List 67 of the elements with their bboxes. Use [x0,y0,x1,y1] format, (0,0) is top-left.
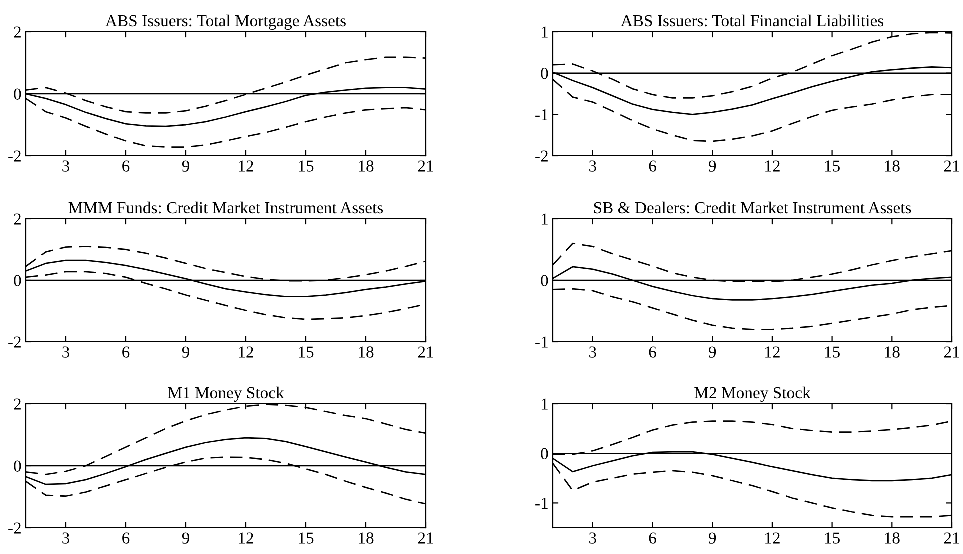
x-tick-label: 15 [299,532,314,544]
x-tick-label: 12 [239,346,254,358]
x-tick-label: 9 [708,160,716,172]
y-tick-label: -1 [536,336,548,348]
x-tick-label: 6 [649,532,656,544]
y-tick-label: -1 [536,109,548,120]
y-tick-label: -2 [8,522,21,534]
y-tick-label: 2 [14,214,21,225]
chart-title: ABS Issuers: Total Financial Liabilities [621,14,884,27]
y-tick-label: 0 [541,68,548,80]
x-tick-label: 12 [239,532,254,544]
x-tick-label: 18 [885,532,900,544]
x-tick-label: 9 [182,346,190,358]
y-tick-label: -2 [8,336,21,348]
x-tick-label: 6 [122,346,130,358]
chart-title: MMM Funds: Credit Market Instrument Assets [68,202,384,214]
x-tick-label: 6 [122,160,130,172]
y-tick-label: 0 [541,448,548,460]
x-tick-label: 18 [359,160,374,172]
y-tick-label: 1 [542,214,548,225]
x-tick-label: 12 [766,160,780,172]
x-tick-label: 3 [62,346,70,358]
x-tick-label: 21 [418,160,434,172]
chart-title: ABS Issuers: Total Mortgage Assets [106,14,346,30]
x-tick-label: 15 [299,160,314,172]
x-tick-label: 21 [944,160,960,172]
x-tick-label: 12 [239,160,254,172]
x-tick-label: 18 [359,532,374,544]
y-tick-label: -2 [8,150,21,162]
y-tick-label: -2 [536,150,548,162]
y-tick-label: 0 [14,88,22,100]
x-tick-label: 9 [182,532,190,544]
y-tick-label: 2 [14,26,21,38]
x-tick-label: 3 [590,160,596,172]
x-tick-label: 21 [944,532,960,544]
x-tick-label: 3 [62,160,70,172]
x-tick-label: 6 [122,532,130,544]
x-tick-label: 18 [885,346,900,358]
x-tick-label: 15 [299,346,314,358]
y-tick-label: 1 [542,398,548,410]
x-tick-label: 6 [649,346,656,358]
y-tick-label: 1 [542,26,548,38]
x-tick-label: 15 [825,346,840,358]
x-tick-label: 15 [825,532,840,544]
x-tick-label: 12 [766,346,780,358]
x-tick-label: 21 [944,346,960,358]
x-tick-label: 15 [825,160,840,172]
x-tick-label: 9 [182,160,190,172]
y-tick-label: -1 [536,498,548,509]
chart-title: SB & Dealers: Credit Market Instrument Assets [594,202,912,214]
x-tick-label: 12 [766,532,780,544]
y-tick-label: 0 [541,275,548,286]
x-tick-label: 21 [418,346,434,358]
x-tick-label: 18 [359,346,374,358]
chart-title: M1 Money Stock [168,386,284,402]
y-tick-label: 0 [14,275,22,286]
x-tick-label: 18 [885,160,900,172]
x-tick-label: 9 [708,346,716,358]
x-tick-label: 6 [649,160,656,172]
x-tick-label: 21 [418,532,434,544]
x-tick-label: 3 [590,532,596,544]
x-tick-label: 9 [708,532,716,544]
chart-title: M2 Money Stock [694,386,811,402]
x-tick-label: 3 [62,532,70,544]
y-tick-label: 0 [14,460,22,472]
x-tick-label: 3 [590,346,596,358]
y-tick-label: 2 [14,398,21,410]
